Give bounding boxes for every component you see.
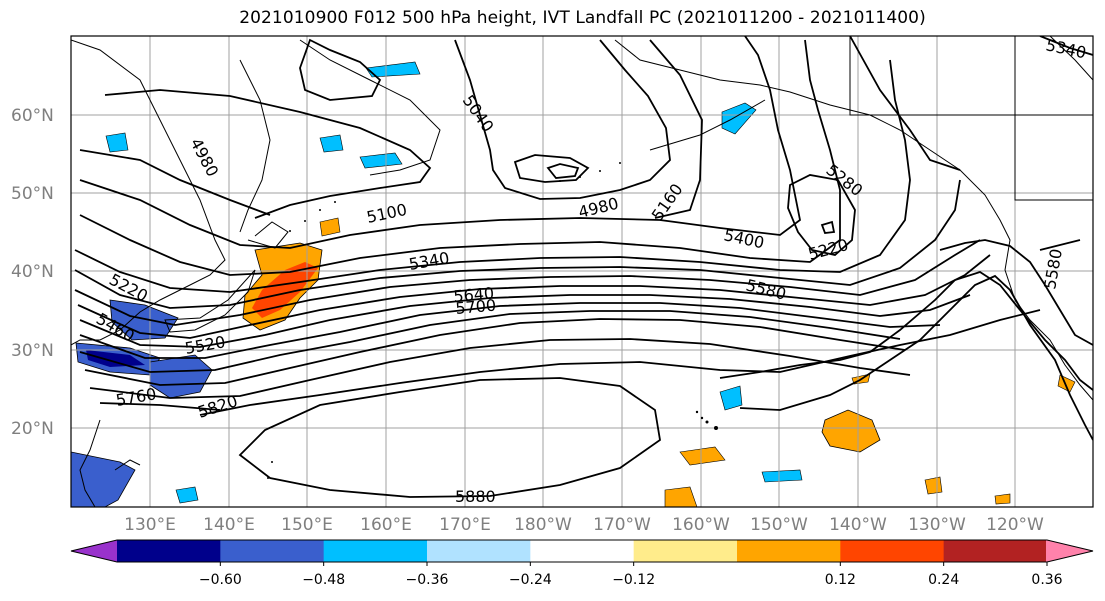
map-frame xyxy=(70,35,1094,508)
ivt-positive-patch xyxy=(924,476,943,495)
colorbar-tick-label: 0.36 xyxy=(1031,572,1062,588)
lat-label: 20°N xyxy=(11,419,54,439)
ivt-strong-negative-patch xyxy=(86,350,145,367)
lat-label: 30°N xyxy=(11,341,54,361)
colorbar-segment xyxy=(117,540,221,562)
lon-label: 160°W xyxy=(672,515,730,535)
contour-label: 5700 xyxy=(455,296,497,318)
colorbar-segment xyxy=(530,540,635,562)
ivt-negative-patch xyxy=(105,132,129,153)
ivt-negative-patch xyxy=(359,152,403,169)
colorbar-tick-label: −0.60 xyxy=(199,572,242,588)
ivt-strong-positive-patch xyxy=(252,262,318,318)
ivt-negative-patch xyxy=(721,102,757,135)
colorbar-segment xyxy=(737,540,841,562)
colorbar-outline xyxy=(70,539,1094,563)
ivt-negative-patch xyxy=(365,61,421,78)
lon-label: 120°W xyxy=(986,515,1044,535)
lon-label: 170°W xyxy=(593,515,651,535)
colorbar-tick-label: −0.48 xyxy=(302,572,345,588)
lat-label: 50°N xyxy=(11,184,54,204)
colorbar-ticks: −0.60−0.48−0.36−0.24−0.120.120.240.360.4… xyxy=(199,562,1063,588)
contour-label: 5880 xyxy=(455,487,496,506)
colorbar-tick-label: 0.24 xyxy=(928,572,959,588)
lon-label: 130°E xyxy=(124,515,176,535)
lon-label: 170°E xyxy=(439,515,491,535)
lon-label: 150°E xyxy=(281,515,333,535)
colorbar-tick-label: −0.24 xyxy=(509,572,552,588)
lon-label: 160°E xyxy=(360,515,412,535)
colorbar-segment xyxy=(323,540,428,562)
colorbar-segment xyxy=(427,540,531,562)
ivt-negative-patch xyxy=(319,134,344,153)
lon-label: 150°W xyxy=(750,515,808,535)
colorbar-tick-label: 0.12 xyxy=(825,572,856,588)
lon-label: 180°W xyxy=(514,515,572,535)
height-contours xyxy=(74,36,1093,498)
ivt-negative-patch xyxy=(761,469,803,483)
ivt-positive-patch xyxy=(679,446,726,466)
ivt-positive-patch xyxy=(821,409,881,453)
colorbar-segment xyxy=(633,540,738,562)
longitude-labels: 130°E 140°E 150°E 160°E 170°E 180°W 170°… xyxy=(124,515,1044,535)
lat-label: 60°N xyxy=(11,106,54,126)
ivt-shading xyxy=(71,61,1076,507)
colorbar-extend-min xyxy=(71,540,118,562)
ivt-positive-patch xyxy=(664,486,698,507)
colorbar-segment xyxy=(943,540,1048,562)
latitude-labels: 60°N 50°N 40°N 30°N 20°N xyxy=(11,106,54,439)
lon-label: 140°E xyxy=(203,515,255,535)
colorbar-extend-max xyxy=(1046,540,1093,562)
ivt-positive-patch xyxy=(319,217,341,237)
colorbar: −0.60−0.48−0.36−0.24−0.120.120.240.360.4… xyxy=(70,539,1094,588)
lat-label: 40°N xyxy=(11,262,54,282)
colorbar-segments xyxy=(70,539,1094,563)
ivt-negative-patch xyxy=(109,299,179,341)
colorbar-segment xyxy=(840,540,945,562)
ivt-negative-patch xyxy=(719,385,743,411)
chart-title: 2021010900 F012 500 hPa height, IVT Land… xyxy=(239,8,926,28)
lon-label: 140°W xyxy=(829,515,887,535)
colorbar-tick-label: −0.36 xyxy=(406,572,449,588)
ivt-negative-patch xyxy=(175,486,199,504)
ivt-positive-patch xyxy=(994,493,1011,505)
lon-label: 130°W xyxy=(908,515,966,535)
contour-label: 5640 xyxy=(453,284,495,306)
colorbar-tick-label: −0.12 xyxy=(612,572,655,588)
colorbar-segment xyxy=(220,540,325,562)
ivt-positive-patch xyxy=(1057,374,1076,393)
